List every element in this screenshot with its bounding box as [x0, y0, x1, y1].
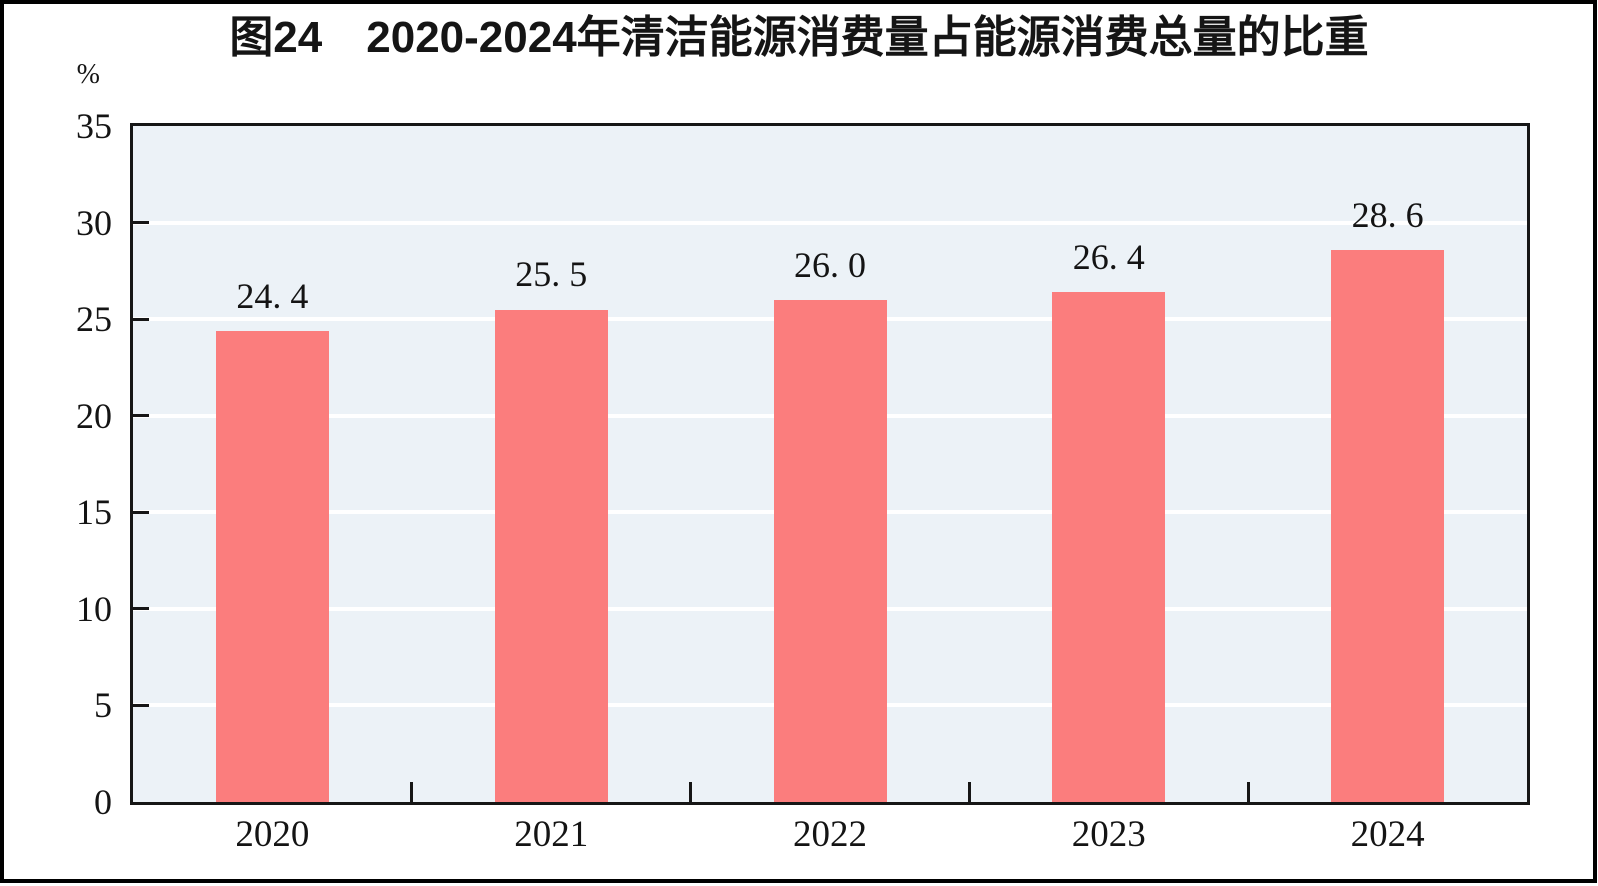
x-axis-tick-4 — [1246, 782, 1250, 802]
y-axis-tick-15 — [133, 510, 149, 514]
bar-2024 — [1331, 249, 1445, 802]
x-axis-label-2020: 2020 — [235, 814, 310, 855]
y-axis-label-25: 25 — [76, 299, 112, 340]
y-axis-label-10: 10 — [76, 588, 112, 629]
x-axis-tick-1 — [410, 782, 414, 802]
y-axis-label-15: 15 — [76, 492, 112, 533]
y-axis-label-35: 35 — [76, 106, 112, 146]
plot-area — [130, 123, 1530, 805]
gridline-30 — [133, 220, 1527, 225]
bar-value-label-2024: 28. 6 — [1351, 194, 1424, 235]
bar-2022 — [773, 299, 887, 802]
y-axis-label-30: 30 — [76, 202, 112, 243]
y-axis-label-0: 0 — [94, 782, 112, 822]
x-axis-label-2022: 2022 — [793, 814, 867, 855]
y-axis-unit-label: % — [76, 59, 100, 90]
y-axis-tick-30 — [133, 221, 149, 225]
x-axis-tick-2 — [689, 782, 693, 802]
bar-value-label-2023: 26. 4 — [1072, 237, 1145, 278]
chart-title: 图24 2020-2024年清洁能源消费量占能源消费总量的比重 — [229, 13, 1369, 62]
y-axis-tick-5 — [133, 703, 149, 707]
y-axis-label-5: 5 — [94, 685, 112, 726]
bar-2020 — [215, 330, 329, 802]
bar-value-label-2021: 25. 5 — [515, 254, 588, 295]
bar-2023 — [1052, 292, 1166, 802]
x-axis-tick-3 — [967, 782, 971, 802]
bar-value-label-2022: 26. 0 — [794, 244, 866, 285]
bar-value-label-2020: 24. 4 — [236, 275, 309, 316]
x-axis-label-2024: 2024 — [1350, 814, 1425, 855]
y-axis-tick-25 — [133, 317, 149, 321]
y-axis-tick-20 — [133, 414, 149, 418]
x-axis-label-2023: 2023 — [1071, 814, 1146, 855]
x-axis-label-2021: 2021 — [514, 814, 589, 855]
bar-2021 — [494, 309, 608, 802]
y-axis-label-20: 20 — [76, 395, 112, 436]
y-axis-tick-10 — [133, 607, 149, 611]
